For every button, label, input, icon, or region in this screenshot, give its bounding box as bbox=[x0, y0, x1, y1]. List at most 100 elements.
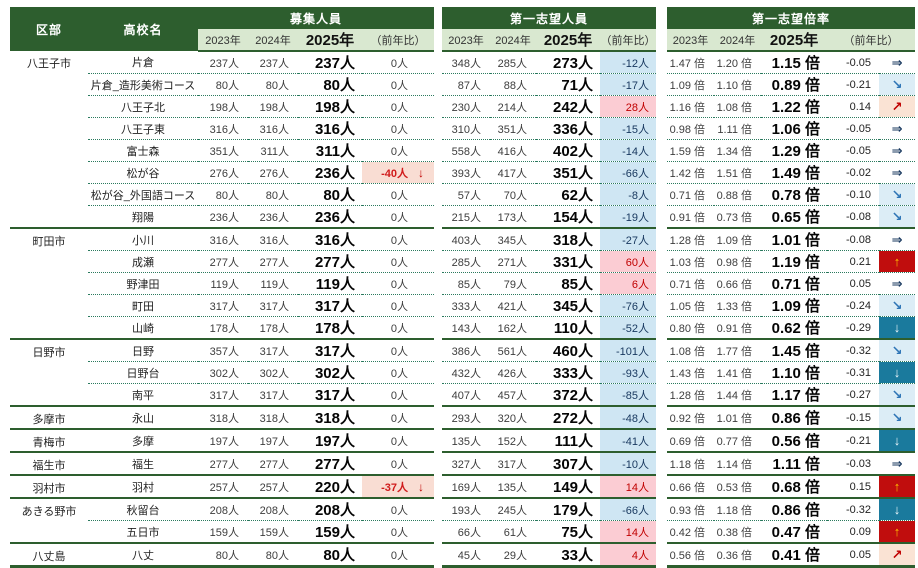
recruit-2023-cell: 276人 bbox=[198, 161, 248, 184]
fc-2025-cell: 62人 bbox=[536, 183, 601, 206]
recruit-diff-cell: 0人 bbox=[362, 405, 435, 429]
recruit-2024-cell: 318人 bbox=[248, 405, 298, 429]
table-row: 1.08 倍 1.77 倍 1.45 倍 -0.32 ↘ bbox=[667, 338, 916, 362]
district-cell: 日野市 bbox=[10, 338, 88, 406]
ratio-2025-cell: 0.47 倍 bbox=[761, 520, 828, 543]
ratio-2023-cell: 0.71 倍 bbox=[667, 183, 715, 206]
ratio-2025-cell: 1.15 倍 bbox=[771, 55, 821, 72]
yoy-diff-header: （前年比） bbox=[362, 29, 435, 52]
recruitment-table: 区部 高校名 募集人員 2023年 2024年 2025年 （前年比） 八王子市… bbox=[10, 7, 435, 568]
ratio-2024-cell: 0.36 倍 bbox=[714, 542, 762, 567]
fc-diff-cell: -41人 bbox=[600, 428, 657, 452]
fc-2024-cell: 285人 bbox=[497, 57, 528, 70]
year-2023-header: 2023年 bbox=[198, 29, 248, 52]
recruit-2025-cell: 311人 bbox=[298, 139, 362, 162]
fc-diff-cell: -66人 bbox=[600, 161, 657, 184]
recruit-2024-cell: 302人 bbox=[248, 361, 298, 384]
recruit-diff-value: 0人 bbox=[390, 57, 409, 70]
ratio-2023-cell: 0.56 倍 bbox=[667, 542, 715, 567]
first-choice-table-header: 第一志望人員 2023年 2024年 2025年 （前年比） bbox=[442, 7, 657, 52]
school-name-cell: 永山 bbox=[88, 405, 198, 429]
table-row: 八王子北 198人 198人 198人 0人 bbox=[10, 95, 435, 118]
ratio-2024-cell: 0.98 倍 bbox=[714, 250, 762, 273]
table-row: 66人 61人 75人 14人 bbox=[442, 520, 657, 543]
ratio-diff-cell: 0.05 bbox=[827, 272, 880, 295]
down-right-arrow-icon: ↘ bbox=[879, 294, 916, 317]
recruit-2024-cell: 80人 bbox=[248, 542, 298, 567]
fc-2025-cell: 351人 bbox=[536, 161, 601, 184]
ratio-diff-cell: -0.08 bbox=[827, 205, 880, 228]
fc-2024-cell: 61人 bbox=[490, 520, 537, 543]
fc-2024-cell: 317人 bbox=[490, 451, 537, 475]
fc-2023-cell: 230人 bbox=[442, 95, 491, 118]
recruit-2023-cell: 318人 bbox=[198, 405, 248, 429]
recruit-diff-value: 0人 bbox=[390, 278, 409, 291]
recruit-diff-value: 0人 bbox=[390, 458, 409, 471]
school-name-cell: 八王子北 bbox=[88, 95, 198, 118]
fc-2025-cell: 111人 bbox=[536, 428, 601, 452]
fc-diff-cell: 6人 bbox=[600, 272, 657, 295]
table-row: 成瀬 277人 277人 277人 0人 bbox=[10, 250, 435, 273]
table-row: 386人 561人 460人 -101人 bbox=[442, 338, 657, 362]
up-arrow-icon: ↑ bbox=[879, 520, 916, 543]
ratio-diff-cell: -0.05 bbox=[827, 139, 880, 162]
ratio-2023-cell: 0.66 倍 bbox=[667, 474, 715, 498]
school-name-cell: 翔陽 bbox=[88, 205, 198, 228]
recruit-2025-cell: 159人 bbox=[298, 520, 362, 543]
ratio-2023-cell: 0.92 倍 bbox=[667, 405, 715, 429]
recruit-diff-cell: 0人 bbox=[362, 361, 435, 384]
ratio-2024-cell: 0.53 倍 bbox=[714, 474, 762, 498]
ratio-2023-cell: 1.08 倍 bbox=[667, 338, 715, 362]
table-row: 八丈島 八丈 80人 80人 80人 0人 bbox=[10, 542, 435, 567]
ratio-2024-cell: 1.18 倍 bbox=[714, 497, 762, 521]
table-row: 山崎 178人 178人 178人 0人 bbox=[10, 316, 435, 339]
recruit-diff-value: 0人 bbox=[390, 389, 409, 402]
table-row: 片倉_造形美術コース 80人 80人 80人 0人 bbox=[10, 73, 435, 96]
fc-2023-cell: 143人 bbox=[442, 316, 491, 339]
year-2024-header: 2024年 bbox=[714, 29, 762, 52]
section-title-ratio: 第一志望倍率 bbox=[667, 7, 916, 29]
ratio-diff-cell: -0.31 bbox=[827, 361, 880, 384]
recruit-diff-cell: 0人 bbox=[362, 497, 435, 521]
fc-2024-cell: 271人 bbox=[490, 250, 537, 273]
recruit-2025-cell: 277人 bbox=[298, 451, 362, 475]
recruit-2025-cell: 80人 bbox=[298, 183, 362, 206]
school-name-cell: 松が谷 bbox=[88, 161, 198, 184]
recruit-2025-cell: 277人 bbox=[298, 250, 362, 273]
table-row: 1.28 倍 1.09 倍 1.01 倍 -0.08 ⇒ bbox=[667, 227, 916, 251]
ratio-diff-cell: -0.32 bbox=[827, 497, 880, 521]
fc-2024-cell: 245人 bbox=[490, 497, 537, 521]
down-arrow-icon: ↓ bbox=[418, 165, 425, 180]
table-row: 293人 320人 272人 -48人 bbox=[442, 405, 657, 429]
ratio-2025-cell: 1.11 倍 bbox=[761, 451, 828, 475]
recruit-diff-value: 0人 bbox=[390, 145, 409, 158]
table-row: 町田 317人 317人 317人 0人 bbox=[10, 294, 435, 317]
ratio-2024-cell: 0.38 倍 bbox=[714, 520, 762, 543]
district-cell: 町田市 bbox=[10, 227, 88, 339]
ratio-2025-cell: 1.49 倍 bbox=[761, 161, 828, 184]
recruit-2023-cell: 198人 bbox=[198, 95, 248, 118]
recruit-diff-cell: 0人 bbox=[362, 139, 435, 162]
fc-diff-cell: 60人 bbox=[600, 250, 657, 273]
recruit-2025-cell: 317人 bbox=[298, 338, 362, 362]
recruit-2025-cell: 80人 bbox=[298, 542, 362, 567]
ratio-2025-cell: 0.62 倍 bbox=[761, 316, 828, 339]
table-row: 1.42 倍 1.51 倍 1.49 倍 -0.02 ⇒ bbox=[667, 161, 916, 184]
recruit-diff-value: 0人 bbox=[390, 256, 409, 269]
fc-2024-cell: 162人 bbox=[490, 316, 537, 339]
recruit-2025-cell: 80人 bbox=[298, 73, 362, 96]
right-arrow-icon: ⇒ bbox=[879, 161, 916, 184]
year-2024-header: 2024年 bbox=[490, 29, 537, 52]
fc-diff-cell: -93人 bbox=[600, 361, 657, 384]
recruitment-table-header: 区部 高校名 募集人員 2023年 2024年 2025年 （前年比） bbox=[10, 7, 435, 52]
table-row: 333人 421人 345人 -76人 bbox=[442, 294, 657, 317]
table-row: 福生市 福生 277人 277人 277人 0人 bbox=[10, 451, 435, 475]
ratio-table-header: 第一志望倍率 2023年 2024年 2025年 （前年比） bbox=[667, 7, 916, 52]
recruit-diff-cell: -37人 ↓ bbox=[362, 474, 435, 498]
recruit-2023-cell: 159人 bbox=[198, 520, 248, 543]
ratio-2024-cell: 1.33 倍 bbox=[714, 294, 762, 317]
fc-2024-cell: 173人 bbox=[490, 205, 537, 228]
fc-2024-cell: 416人 bbox=[490, 139, 537, 162]
table-row: 558人 416人 402人 -14人 bbox=[442, 139, 657, 162]
